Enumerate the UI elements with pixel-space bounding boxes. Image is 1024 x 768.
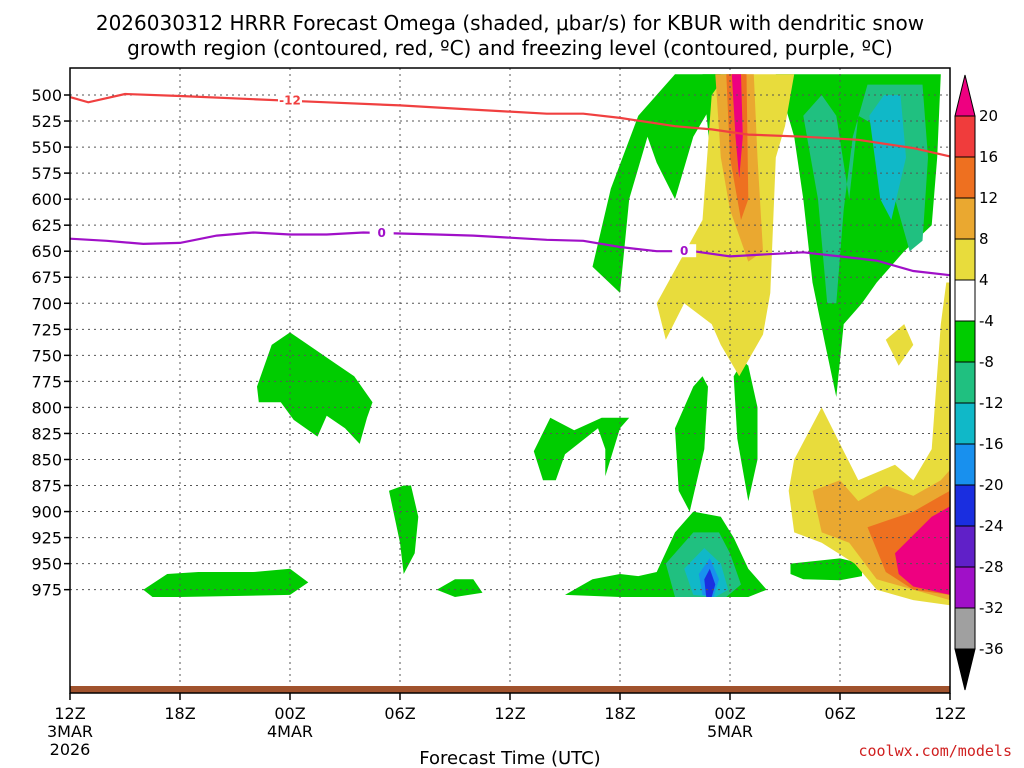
contour-label-bg [672,244,697,258]
x-tick-label-30: 18Z [604,704,635,723]
x-tick-label-6: 18Z [164,704,195,723]
contour-label-minus12: -12 [279,94,301,108]
y-tick-label-725: 725 [31,320,62,339]
x-tick-label-12: 00Z [274,704,305,723]
omega-area-subsidence-se-max [895,506,950,595]
omega-area-low-central [436,579,483,597]
colorbar-swatch [954,320,976,363]
y-tick-label-650: 650 [31,242,62,261]
y-tick-label-600: 600 [31,190,62,209]
y-tick-label-925: 925 [31,529,62,548]
x-tick-label-0: 12Z [54,704,85,723]
colorbar-label-minus4: -4 [979,312,994,330]
contour-label-0: 0 [377,226,385,240]
x-tick-date-12: 4MAR [267,722,313,741]
x-tick-year-0: 2026 [50,740,91,759]
colorbar-swatch [954,525,976,568]
colorbar-label-minus28: -28 [979,558,1004,576]
colorbar-label-minus20: -20 [979,476,1004,494]
colorbar-swatch [954,197,976,240]
colorbar-swatch-bottom [954,648,976,691]
colorbar-label-minus24: -24 [979,517,1004,535]
omega-area-mid-1 [257,332,373,444]
colorbar-label-20: 20 [979,107,998,125]
colorbar-swatch [954,443,976,486]
y-tick-label-825: 825 [31,424,62,443]
chart-title-line-2: growth region (contoured, red, ºC) and f… [127,36,893,60]
y-tick-label-775: 775 [31,372,62,391]
omega-area-subsidence-small [885,324,914,366]
colorbar-label-4: 4 [979,271,989,289]
y-tick-label-525: 525 [31,112,62,131]
x-tick-label-36: 00Z [714,704,745,723]
y-tick-label-950: 950 [31,555,62,574]
colorbar-swatch [954,566,976,609]
ground-terrain [70,686,950,693]
contour-label-bg [369,225,394,239]
contour-line-minus12 [69,92,951,158]
colorbar-label-8: 8 [979,230,989,248]
temperature-contours: -12 0 0 [69,92,951,277]
chart-title-line-1: 2026030312 HRRR Forecast Omega (shaded, … [96,11,924,35]
omega-area-ascent-upper [592,74,721,293]
colorbar-label-12: 12 [979,189,998,207]
y-axis-pressure: 500 525 550 575 600 625 650 675 700 725 750 775 800 8… [31,86,70,600]
omega-area-low-west [143,568,309,597]
plot-area: -12 0 0 [69,67,951,694]
colorbar-swatch [954,402,976,445]
colorbar-legend: 20 16 12 8 4 -4 -8 -12 -16 -20 -24 -28 -32 -36 [954,74,1004,691]
x-tick-date-0: 3MAR [47,722,93,741]
omega-area-subsidence-max [731,74,743,179]
y-tick-label-975: 975 [31,581,62,600]
y-tick-label-675: 675 [31,268,62,287]
colorbar-swatch [954,156,976,199]
colorbar-swatch [954,484,976,527]
omega-area-mid-5 [389,485,419,574]
x-tick-date-36: 5MAR [707,722,753,741]
x-tick-label-48: 12Z [934,704,965,723]
colorbar-label-minus8: -8 [979,353,994,371]
omega-area-ascent-upper-east-core [869,95,906,220]
y-tick-label-700: 700 [31,294,62,313]
x-tick-label-24: 12Z [494,704,525,723]
y-tick-label-800: 800 [31,398,62,417]
omega-area-mid-2 [533,417,630,481]
colorbar-label-minus16: -16 [979,435,1004,453]
colorbar-label-minus12: -12 [979,394,1004,412]
grid-lines [70,68,950,686]
omega-area-mid-3 [675,376,708,512]
y-tick-label-500: 500 [31,86,62,105]
omega-area-low-far-east [790,558,862,581]
colorbar-label-minus32: -32 [979,599,1004,617]
x-axis-title: Forecast Time (UTC) [419,748,600,768]
colorbar-swatch [954,115,976,158]
y-tick-label-625: 625 [31,216,62,235]
x-tick-label-42: 06Z [824,704,855,723]
colorbar-swatch [954,361,976,404]
omega-area-mid-4 [733,360,758,502]
colorbar-swatch-top [954,74,976,117]
y-tick-label-575: 575 [31,164,62,183]
colorbar-swatch [954,279,976,322]
y-tick-label-750: 750 [31,346,62,365]
colorbar-swatch [954,238,976,281]
contour-label-bg [278,93,302,107]
x-tick-label-18: 06Z [384,704,415,723]
contour-line-0 [69,231,951,277]
y-tick-label-850: 850 [31,450,62,469]
colorbar-label-minus36: -36 [979,640,1004,658]
y-tick-label-875: 875 [31,477,62,496]
colorbar-swatch [954,607,976,650]
colorbar-label-16: 16 [979,148,998,166]
omega-shading [143,74,950,606]
contour-label-0: 0 [680,244,688,258]
y-tick-label-900: 900 [31,503,62,522]
credit-text: coolwx.com/models [858,742,1012,760]
y-tick-label-550: 550 [31,138,62,157]
